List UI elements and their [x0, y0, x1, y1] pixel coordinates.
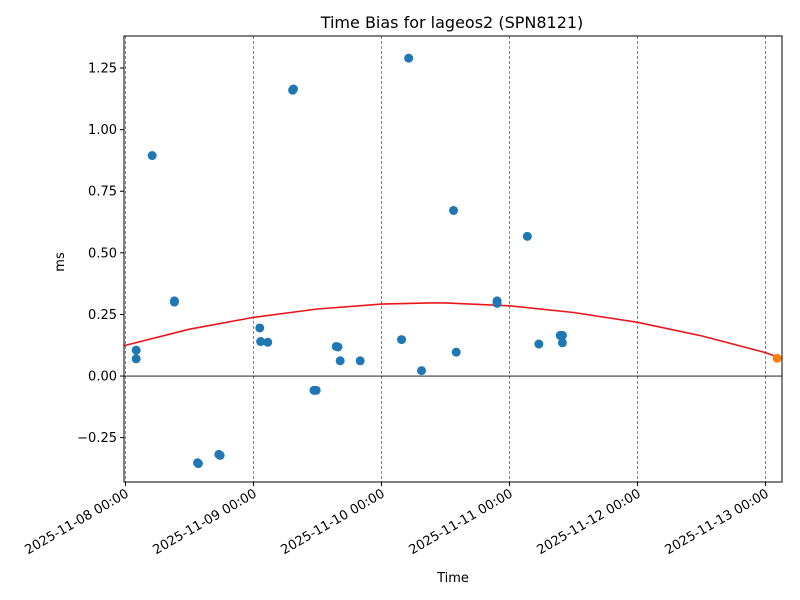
y-axis-ticks: −0.25 0.00 0.25 0.50 0.75 1.00 1.25: [77, 62, 124, 446]
data-point-13: [289, 84, 299, 94]
data-point-31: [557, 338, 567, 348]
y-tick-label-1: 0.00: [88, 370, 117, 385]
fit-line-group: [123, 302, 783, 360]
fit-curve: [123, 302, 783, 360]
y-tick-label-6: 1.25: [88, 62, 117, 77]
y-axis-label: ms: [53, 252, 68, 272]
y-tick-label-2: 0.25: [88, 308, 117, 323]
last-point-group: [772, 353, 782, 363]
data-point-17: [333, 342, 343, 352]
data-point-9: [255, 323, 265, 333]
data-point-23: [449, 205, 459, 215]
y-tick-label-3: 0.50: [88, 246, 117, 261]
data-point-27: [522, 231, 532, 241]
data-point-2: [147, 151, 157, 161]
grid-lines: [125, 36, 766, 482]
last-point-0: [772, 353, 782, 363]
data-point-28: [534, 339, 544, 349]
data-point-6: [193, 459, 203, 469]
data-point-0: [131, 345, 141, 355]
data-point-21: [404, 53, 414, 63]
data-point-15: [311, 385, 321, 395]
data-point-20: [397, 335, 407, 345]
data-point-30: [557, 330, 567, 340]
data-points: [131, 53, 567, 469]
y-tick-label-0: −0.25: [77, 431, 117, 446]
plot-frame: [123, 35, 783, 483]
data-point-24: [451, 347, 461, 357]
data-point-1: [131, 354, 141, 364]
y-tick-label-5: 1.00: [88, 123, 117, 138]
data-point-22: [417, 366, 427, 376]
data-point-4: [169, 296, 179, 306]
y-tick-label-4: 0.75: [88, 185, 117, 200]
data-point-18: [335, 356, 345, 366]
data-point-19: [355, 356, 365, 366]
chart-title: Time Bias for lageos2 (SPN8121): [320, 13, 584, 32]
data-point-10: [256, 337, 266, 347]
data-point-26: [492, 298, 502, 308]
data-point-11: [263, 337, 273, 347]
x-axis-label: Time: [436, 571, 469, 586]
data-point-8: [215, 450, 225, 460]
